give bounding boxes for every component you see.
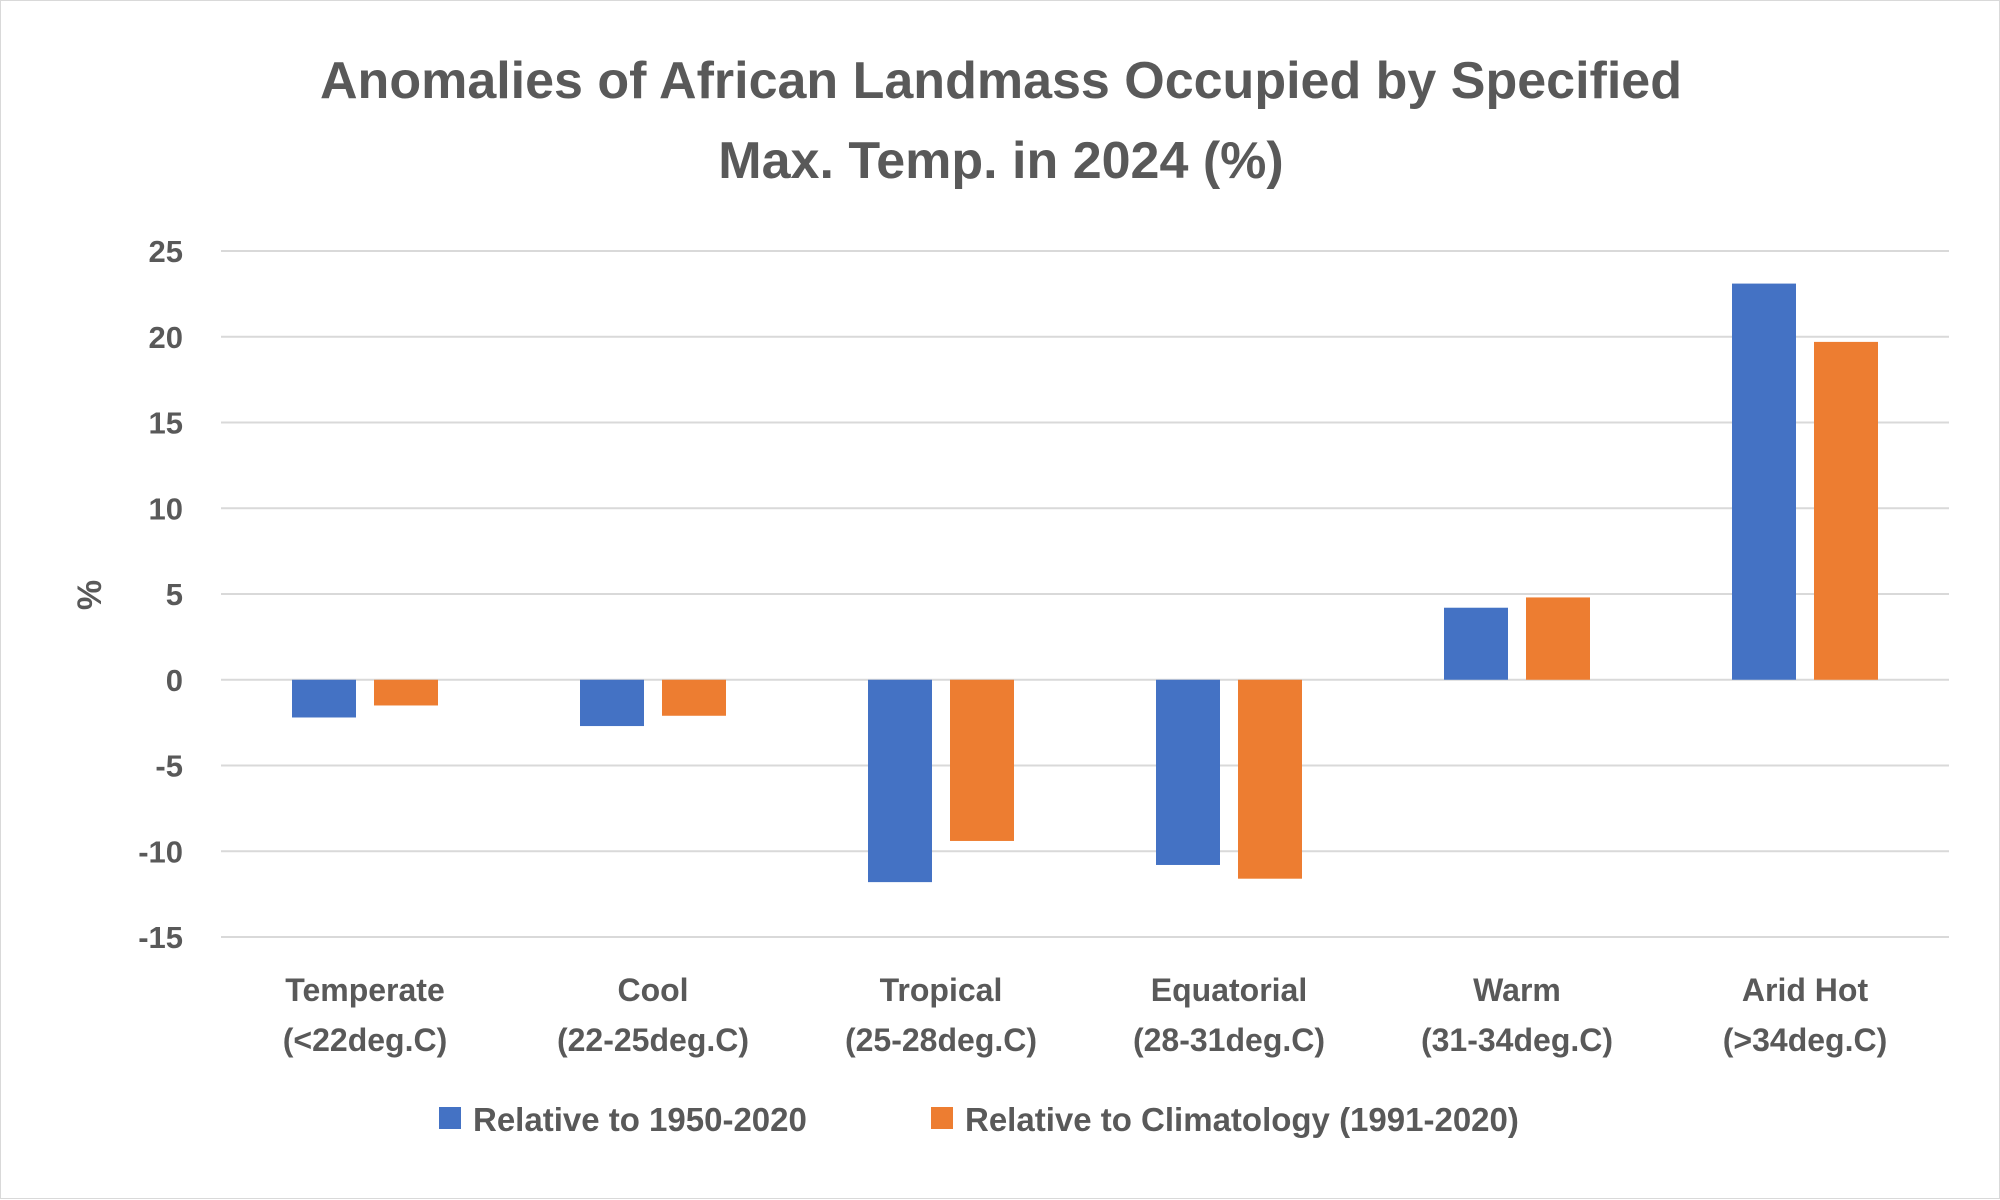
bar-series-2-cat-2 [662,679,726,716]
legend: Relative to 1950-2020 Relative to Climato… [439,1101,1519,1138]
y-tick-label: 5 [166,577,183,612]
y-tick-label: 20 [149,320,183,355]
bar-series-1-cat-1 [292,679,356,718]
x-category-label: Equatorial [1151,972,1307,1008]
legend-swatch-2 [931,1107,953,1129]
bars [292,283,1878,883]
y-tick-label: -5 [155,749,183,784]
x-category-label: Cool [617,972,688,1008]
bar-series-1-cat-3 [868,679,932,883]
gridlines [221,250,1949,938]
x-category-label: (31-34deg.C) [1421,1022,1613,1058]
y-tick-label: -10 [138,834,183,869]
y-tick-label: 10 [149,491,183,526]
bar-series-2-cat-4 [1238,679,1302,879]
bar-series-1-cat-6 [1732,283,1796,680]
bar-series-2-cat-1 [374,679,438,706]
bar-series-1-cat-5 [1444,607,1508,680]
x-category-label: (28-31deg.C) [1133,1022,1325,1058]
y-tick-label: 25 [149,234,183,269]
bar-series-2-cat-3 [950,679,1014,841]
y-axis-label: % [71,580,109,610]
chart-title: Anomalies of African Landmass Occupied b… [320,52,1682,190]
x-category-label: (<22deg.C) [283,1022,447,1058]
legend-swatch-1 [439,1107,461,1129]
bar-series-1-cat-4 [1156,679,1220,865]
chart-title-line-2: Max. Temp. in 2024 (%) [718,132,1283,190]
x-axis-categories: Temperate (<22deg.C) Cool (22-25deg.C) Tropi… [283,972,1887,1058]
chart-title-line-1: Anomalies of African Landmass Occupied b… [320,52,1682,110]
y-tick-label: -15 [138,920,183,955]
x-category-label: (22-25deg.C) [557,1022,749,1058]
y-tick-label: 15 [149,406,183,441]
bar-series-2-cat-5 [1526,597,1590,680]
x-category-label: Tropical [880,972,1003,1008]
x-category-label: (>34deg.C) [1723,1022,1887,1058]
x-category-label: (25-28deg.C) [845,1022,1037,1058]
bar-series-1-cat-2 [580,679,644,727]
legend-label-1: Relative to 1950-2020 [473,1101,807,1138]
x-category-label: Warm [1473,972,1561,1008]
bar-series-2-cat-6 [1814,341,1878,680]
x-category-label: Temperate [285,972,444,1008]
legend-label-2: Relative to Climatology (1991-2020) [965,1101,1519,1138]
y-tick-label: 0 [166,663,183,698]
y-axis-ticks: 25 20 15 10 5 0 -5 -10 -15 [138,234,183,955]
x-category-label: Arid Hot [1742,972,1869,1008]
